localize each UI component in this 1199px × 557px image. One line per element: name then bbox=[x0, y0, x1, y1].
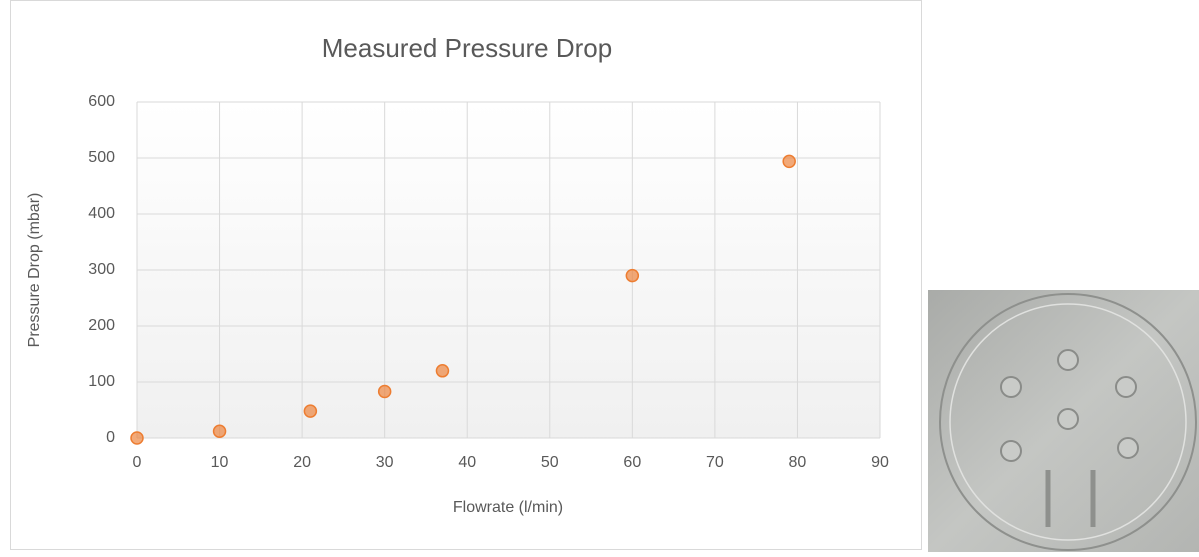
y-tick-label: 600 bbox=[88, 93, 115, 110]
photo bbox=[928, 290, 1199, 552]
x-tick-label: 50 bbox=[541, 454, 559, 471]
x-axis-label: Flowrate (l/min) bbox=[453, 499, 563, 516]
point bbox=[625, 268, 640, 283]
y-tick-label: 500 bbox=[88, 149, 115, 166]
x-tick-label: 90 bbox=[871, 454, 889, 471]
point bbox=[303, 404, 318, 418]
x-tick-label: 70 bbox=[706, 454, 724, 471]
y-tick-label: 200 bbox=[88, 317, 115, 334]
chart-title: Measured Pressure Drop bbox=[322, 33, 612, 63]
point bbox=[130, 431, 144, 445]
point bbox=[435, 364, 450, 378]
y-tick-label: 100 bbox=[88, 373, 115, 390]
x-tick-label: 40 bbox=[458, 454, 476, 471]
point bbox=[377, 384, 392, 399]
x-tick-label: 20 bbox=[293, 454, 311, 471]
y-axis-label: Pressure Drop (mbar) bbox=[26, 193, 43, 348]
x-tick-label: 60 bbox=[623, 454, 641, 471]
chart: 0 100 200 300 400 500 600 0 10 20 30 40 50 60 70 80 90 bbox=[88, 93, 889, 471]
x-tick-label: 10 bbox=[211, 454, 229, 471]
y-tick-label: 400 bbox=[88, 205, 115, 222]
y-tick-label: 0 bbox=[106, 429, 115, 446]
y-tick-label: 300 bbox=[88, 261, 115, 278]
point bbox=[782, 154, 796, 169]
x-tick-label: 0 bbox=[133, 454, 142, 471]
x-tick-label: 80 bbox=[789, 454, 807, 471]
x-tick-label: 30 bbox=[376, 454, 394, 471]
point bbox=[212, 424, 227, 439]
